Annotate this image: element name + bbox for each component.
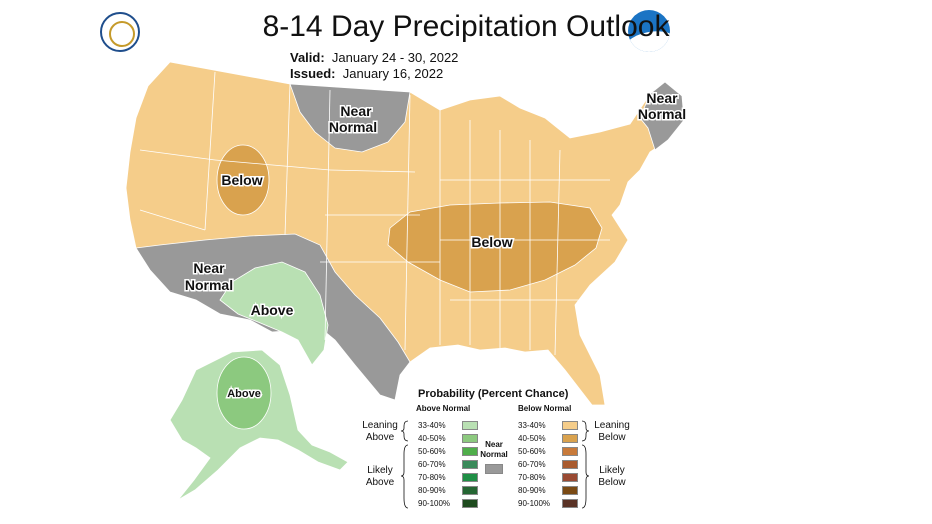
legend-near-normal: Near Normal — [476, 440, 512, 460]
label-near-normal-north-2: Normal — [329, 119, 377, 135]
label-near-normal-ne-1: Near — [646, 90, 678, 106]
above-alaska-region — [216, 356, 272, 430]
legend-likely-above: Likely Above — [360, 465, 400, 489]
legend-likely-below-1: Likely — [599, 465, 625, 476]
legend-likely-above-1: Likely — [367, 465, 393, 476]
valid-value: January 24 - 30, 2022 — [331, 50, 459, 65]
label-below-west: Below — [221, 172, 262, 188]
legend-above-bin-label: 60-70% — [418, 460, 446, 469]
legend-below-bin-label: 70-80% — [518, 473, 546, 482]
legend-above-bin-label: 70-80% — [418, 473, 446, 482]
label-near-normal-north-1: Near — [340, 103, 372, 119]
legend-likely-above-2: Above — [365, 477, 395, 488]
legend-above-bin-label: 80-90% — [418, 486, 446, 495]
legend-below-bin-label: 33-40% — [518, 421, 546, 430]
legend-leaning-below: Leaning Below — [590, 420, 634, 444]
valid-line: Valid: January 24 - 30, 2022 — [290, 50, 458, 66]
department-of-commerce-seal-icon — [100, 12, 140, 52]
legend-above-bin-swatch — [462, 421, 478, 430]
legend-leaning-above: Leaning Above — [360, 420, 400, 444]
issued-line: Issued: January 16, 2022 — [290, 66, 458, 82]
legend-above-bin-swatch — [462, 486, 478, 495]
legend-below-bin-label: 60-70% — [518, 460, 546, 469]
legend-below-header: Below Normal — [518, 404, 572, 413]
legend-above-bin-label: 50-60% — [418, 447, 446, 456]
legend-above-bin-swatch — [462, 434, 478, 443]
noaa-logo-icon — [628, 10, 670, 52]
legend-near-normal-2: Normal — [480, 450, 508, 459]
legend-above-header: Above Normal — [416, 404, 471, 413]
legend-below-bin-swatch — [562, 473, 578, 482]
legend-leaning-above-2: Above — [365, 432, 395, 443]
below-west-region — [216, 144, 270, 216]
legend-leaning-below-2: Below — [598, 432, 626, 443]
legend-below-bin-swatch — [562, 434, 578, 443]
label-above-southwest: Above — [251, 302, 294, 318]
legend-near-normal-swatch — [485, 464, 503, 474]
legend-likely-below-2: Below — [598, 477, 626, 488]
above-southwest-region — [219, 261, 329, 366]
legend-above-bin-label: 40-50% — [418, 434, 446, 443]
legend-below-bin-label: 90-100% — [518, 499, 551, 508]
legend-likely-below: Likely Below — [590, 465, 634, 489]
legend-above-bin-label: 90-100% — [418, 499, 451, 508]
label-above-alaska: Above — [227, 388, 261, 400]
legend-below-bin-swatch — [562, 447, 578, 456]
legend-leaning-below-1: Leaning — [594, 420, 630, 431]
legend-brackets — [400, 420, 590, 509]
legend-below-bin-swatch — [562, 421, 578, 430]
legend-below-bin-swatch — [562, 499, 578, 508]
issued-value: January 16, 2022 — [342, 66, 444, 81]
legend-leaning-above-1: Leaning — [362, 420, 398, 431]
below-central-region — [387, 201, 603, 293]
label-below-central: Below — [471, 234, 512, 250]
legend-below-bin-label: 80-90% — [518, 486, 546, 495]
alaska-landmass — [169, 349, 349, 501]
legend-below-bin-swatch — [562, 460, 578, 469]
legend-above-bin-label: 33-40% — [418, 421, 446, 430]
legend-below-bin-label: 40-50% — [518, 434, 546, 443]
legend-below-bin-label: 50-60% — [518, 447, 546, 456]
probability-legend: Probability (Percent Chance) Above Norma… — [360, 384, 640, 520]
legend-above-bin-swatch — [462, 447, 478, 456]
near-normal-north-region — [289, 83, 411, 153]
state-boundaries — [139, 71, 610, 356]
legend-near-normal-1: Near — [485, 440, 503, 449]
validity-block: Valid: January 24 - 30, 2022 Issued: Jan… — [290, 50, 458, 82]
legend-above-bin-swatch — [462, 473, 478, 482]
label-near-normal-sw-1: Near — [193, 260, 225, 276]
issued-label: Issued: — [290, 66, 336, 81]
valid-label: Valid: — [290, 50, 325, 65]
legend-below-bin-swatch — [562, 486, 578, 495]
legend-title: Probability (Percent Chance) — [418, 388, 569, 400]
legend-above-bin-swatch — [462, 460, 478, 469]
legend-above-bin-swatch — [462, 499, 478, 508]
page-title: 8-14 Day Precipitation Outlook — [262, 10, 670, 43]
near-normal-northeast-region — [639, 81, 685, 151]
label-near-normal-ne-2: Normal — [638, 106, 686, 122]
label-near-normal-sw-2: Normal — [185, 277, 233, 293]
